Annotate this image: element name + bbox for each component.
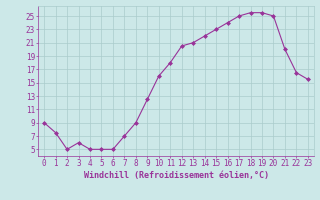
X-axis label: Windchill (Refroidissement éolien,°C): Windchill (Refroidissement éolien,°C): [84, 171, 268, 180]
